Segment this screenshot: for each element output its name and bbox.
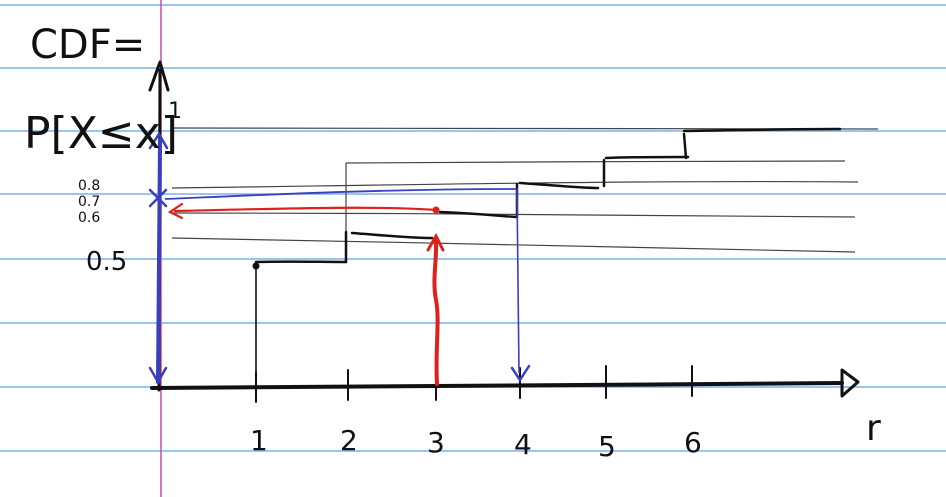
x-tick-3: 3 — [427, 426, 445, 459]
x-axis — [150, 368, 860, 398]
guide-lines — [171, 127, 879, 253]
red-point — [432, 206, 440, 214]
red-arrow — [167, 202, 445, 386]
prob-expression: P[X≤x] — [24, 108, 178, 159]
x-tick-2: 2 — [340, 424, 358, 457]
cdf-title: CDF= — [30, 22, 145, 68]
step-dot-1 — [252, 262, 260, 270]
y-label-0-7: 0.7 — [78, 194, 100, 210]
y-label-1: 1 — [168, 99, 182, 124]
x-tick-6: 6 — [684, 426, 702, 459]
x-axis-variable: r — [866, 408, 881, 449]
cdf-staircase — [252, 127, 842, 386]
x-tick-1: 1 — [250, 424, 268, 457]
blue-arrow — [148, 131, 531, 385]
y-label-0-8: 0.8 — [78, 178, 100, 194]
y-label-0-6: 0.6 — [78, 210, 100, 226]
x-tick-4: 4 — [514, 428, 532, 461]
y-label-0-5: 0.5 — [86, 247, 127, 277]
x-tick-5: 5 — [598, 430, 616, 463]
